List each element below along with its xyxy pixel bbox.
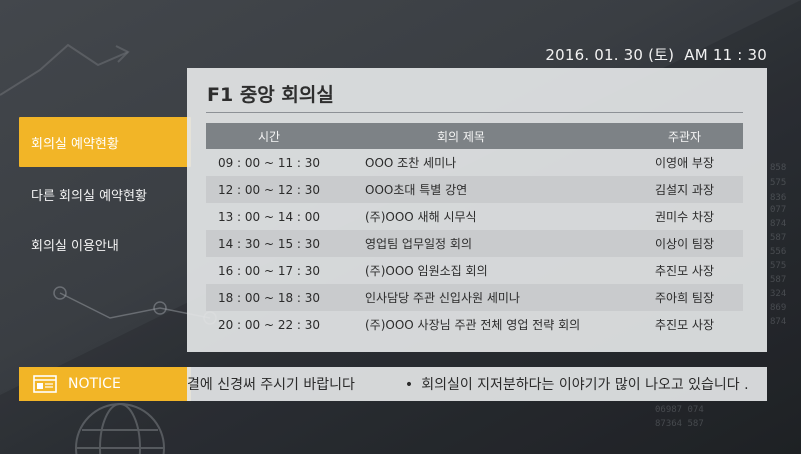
current-date: 2016. 01. 30 (토) bbox=[545, 46, 675, 64]
cell-time: 13 : 00 ~ 14 : 00 bbox=[217, 209, 321, 224]
ticker-message: 결에 신경써 주시기 바랍니다 bbox=[187, 377, 355, 393]
sidebar-item-room-reservation-status[interactable]: 회의실 예약현황 bbox=[19, 117, 191, 167]
column-header-title: 회의 제목 bbox=[437, 129, 485, 144]
cell-title: 인사담당 주관 신입사원 세미나 bbox=[365, 291, 520, 305]
sidebar-item-other-rooms-status[interactable]: 다른 회의실 예약현황 bbox=[19, 169, 191, 219]
cell-time: 16 : 00 ~ 17 : 30 bbox=[217, 263, 321, 278]
room-title: F1 중앙 회의실 bbox=[207, 84, 334, 106]
notice-ticker: 결에 신경써 주시기 바랍니다 회의실이 지저분하다는 이야기가 많이 나오고 있… bbox=[187, 367, 767, 401]
sidebar-item-room-usage-guide[interactable]: 회의실 이용안내 bbox=[19, 219, 191, 269]
notice-badge: NOTICE bbox=[19, 367, 191, 401]
schedule-table: 시간 회의 제목 주관자 09 : 00 ~ 11 : 30 OOO 조찬 세미… bbox=[206, 123, 743, 338]
cell-host: 이상이 팀장 bbox=[654, 237, 714, 251]
ticker-message: 회의실이 지저분하다는 이야기가 많이 나오고 있습니다 . bbox=[405, 374, 748, 394]
schedule-panel: F1 중앙 회의실 시간 회의 제목 주관자 09 : 00 ~ 11 : 30… bbox=[187, 68, 767, 352]
svg-text:556: 556 bbox=[770, 247, 786, 257]
cell-title: (주)OOO 임원소집 회의 bbox=[365, 264, 488, 278]
cell-time: 12 : 00 ~ 12 : 30 bbox=[217, 182, 321, 197]
ticker-track: 결에 신경써 주시기 바랍니다 회의실이 지저분하다는 이야기가 많이 나오고 있… bbox=[187, 374, 749, 394]
cell-title: OOO초대 특별 강연 bbox=[365, 183, 468, 197]
cell-host: 추진모 사장 bbox=[654, 318, 714, 332]
column-header-time: 시간 bbox=[257, 129, 281, 144]
table-header: 시간 회의 제목 주관자 bbox=[206, 123, 743, 149]
svg-text:587: 587 bbox=[770, 275, 786, 285]
svg-text:836: 836 bbox=[770, 193, 786, 203]
svg-text:575: 575 bbox=[770, 178, 786, 188]
cell-host: 권미수 차장 bbox=[654, 210, 714, 224]
current-datetime: 2016. 01. 30 (토) AM 11 : 30 bbox=[545, 44, 767, 65]
cell-host: 추진모 사장 bbox=[654, 264, 714, 278]
cell-time: 20 : 00 ~ 22 : 30 bbox=[217, 317, 321, 332]
svg-text:324: 324 bbox=[770, 289, 786, 299]
svg-text:575: 575 bbox=[770, 261, 786, 271]
table-row: 09 : 00 ~ 11 : 30 OOO 조찬 세미나 이영애 부장 bbox=[206, 149, 743, 176]
cell-time: 09 : 00 ~ 11 : 30 bbox=[217, 155, 321, 170]
sidebar-item-label: 다른 회의실 예약현황 bbox=[31, 188, 147, 204]
table-row: 20 : 00 ~ 22 : 30 (주)OOO 사장님 주관 전체 영업 전략… bbox=[206, 311, 743, 338]
cell-time: 14 : 30 ~ 15 : 30 bbox=[217, 236, 321, 251]
svg-text:869: 869 bbox=[770, 303, 786, 313]
cell-title: (주)OOO 사장님 주관 전체 영업 전략 회의 bbox=[365, 318, 581, 332]
notice-board-icon bbox=[33, 375, 57, 393]
table-row: 12 : 00 ~ 12 : 30 OOO초대 특별 강연 김설지 과장 bbox=[206, 176, 743, 203]
cell-host: 김설지 과장 bbox=[654, 183, 714, 197]
cell-title: 영업팀 업무일정 회의 bbox=[365, 237, 472, 251]
notice-label: NOTICE bbox=[68, 376, 121, 392]
cell-time: 18 : 00 ~ 18 : 30 bbox=[217, 290, 321, 305]
svg-text:87364 587: 87364 587 bbox=[655, 419, 704, 429]
sidebar-item-label: 회의실 예약현황 bbox=[31, 136, 119, 152]
svg-text:077: 077 bbox=[770, 205, 786, 215]
table-row: 18 : 00 ~ 18 : 30 인사담당 주관 신입사원 세미나 주아희 팀… bbox=[206, 284, 743, 311]
cell-title: (주)OOO 새해 시무식 bbox=[365, 210, 477, 224]
svg-text:06987 074: 06987 074 bbox=[655, 405, 704, 415]
sidebar-menu: 회의실 예약현황 다른 회의실 예약현황 회의실 이용안내 bbox=[19, 117, 191, 269]
column-header-host: 주관자 bbox=[667, 129, 702, 144]
svg-text:874: 874 bbox=[770, 219, 786, 229]
table-row: 14 : 30 ~ 15 : 30 영업팀 업무일정 회의 이상이 팀장 bbox=[206, 230, 743, 257]
svg-text:858: 858 bbox=[770, 163, 786, 173]
cell-title: OOO 조찬 세미나 bbox=[365, 156, 457, 170]
current-time: AM 11 : 30 bbox=[684, 46, 767, 64]
table-row: 16 : 00 ~ 17 : 30 (주)OOO 임원소집 회의 추진모 사장 bbox=[206, 257, 743, 284]
svg-text:587: 587 bbox=[770, 233, 786, 243]
svg-text:874: 874 bbox=[770, 317, 786, 327]
cell-host: 이영애 부장 bbox=[654, 156, 714, 170]
cell-host: 주아희 팀장 bbox=[654, 291, 714, 305]
sidebar-item-label: 회의실 이용안내 bbox=[31, 238, 119, 254]
title-divider bbox=[206, 112, 743, 113]
table-row: 13 : 00 ~ 14 : 00 (주)OOO 새해 시무식 권미수 차장 bbox=[206, 203, 743, 230]
